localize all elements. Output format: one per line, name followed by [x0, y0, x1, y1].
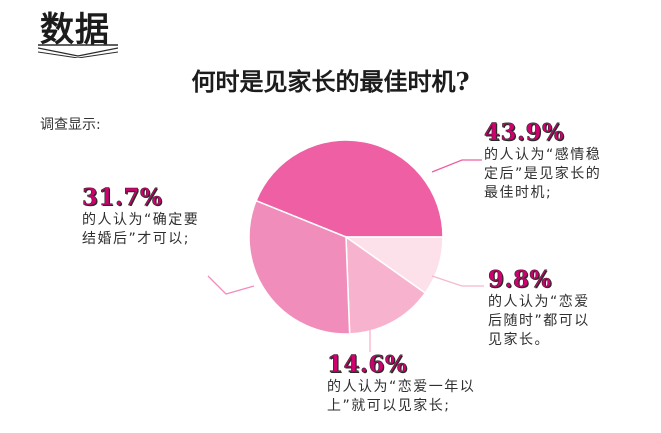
slice-annotation-anytime: 9.8% 的人认为“恋爱后随时”都可以见家长。	[488, 266, 598, 350]
survey-label: 调查显示:	[40, 117, 101, 133]
slice-percent-label: 14.6%	[327, 351, 408, 378]
pie-slice-over-one-year	[345, 235, 427, 335]
leader-line	[207, 275, 255, 295]
chevron-down-icon	[38, 44, 118, 58]
section-title: 数据	[40, 10, 110, 50]
slice-annotation-over-one-year: 14.6% 的人认为“恋爱一年以上”就可以见家长;	[327, 351, 477, 416]
section-header: 数据	[38, 2, 118, 58]
chart-title: 何时是见家长的最佳时机?	[191, 67, 470, 96]
slice-annotation-before-marriage: 31.7% 的人认为“确定要结婚后”才可以;	[82, 184, 210, 249]
slice-annotation-stable-relationship: 43.9% 的人认为“感情稳定后”是见家长的最佳时机;	[484, 119, 604, 203]
slice-description: 的人认为“恋爱后随时”都可以见家长。	[488, 294, 590, 348]
slice-description: 的人认为“感情稳定后”是见家长的最佳时机;	[484, 147, 602, 201]
slice-percent-label: 9.8%	[488, 266, 552, 293]
slice-percent-label: 31.7%	[82, 184, 163, 211]
slice-description: 的人认为“确定要结婚后”才可以;	[82, 212, 200, 247]
slice-percent-label: 43.9%	[484, 119, 565, 146]
leader-line	[431, 275, 484, 287]
pie-slice-stable-relationship	[255, 139, 444, 238]
slice-description: 的人认为“恋爱一年以上”就可以见家长;	[327, 379, 476, 414]
pie-slice-before-marriage	[248, 199, 351, 335]
leader-line	[431, 159, 482, 173]
